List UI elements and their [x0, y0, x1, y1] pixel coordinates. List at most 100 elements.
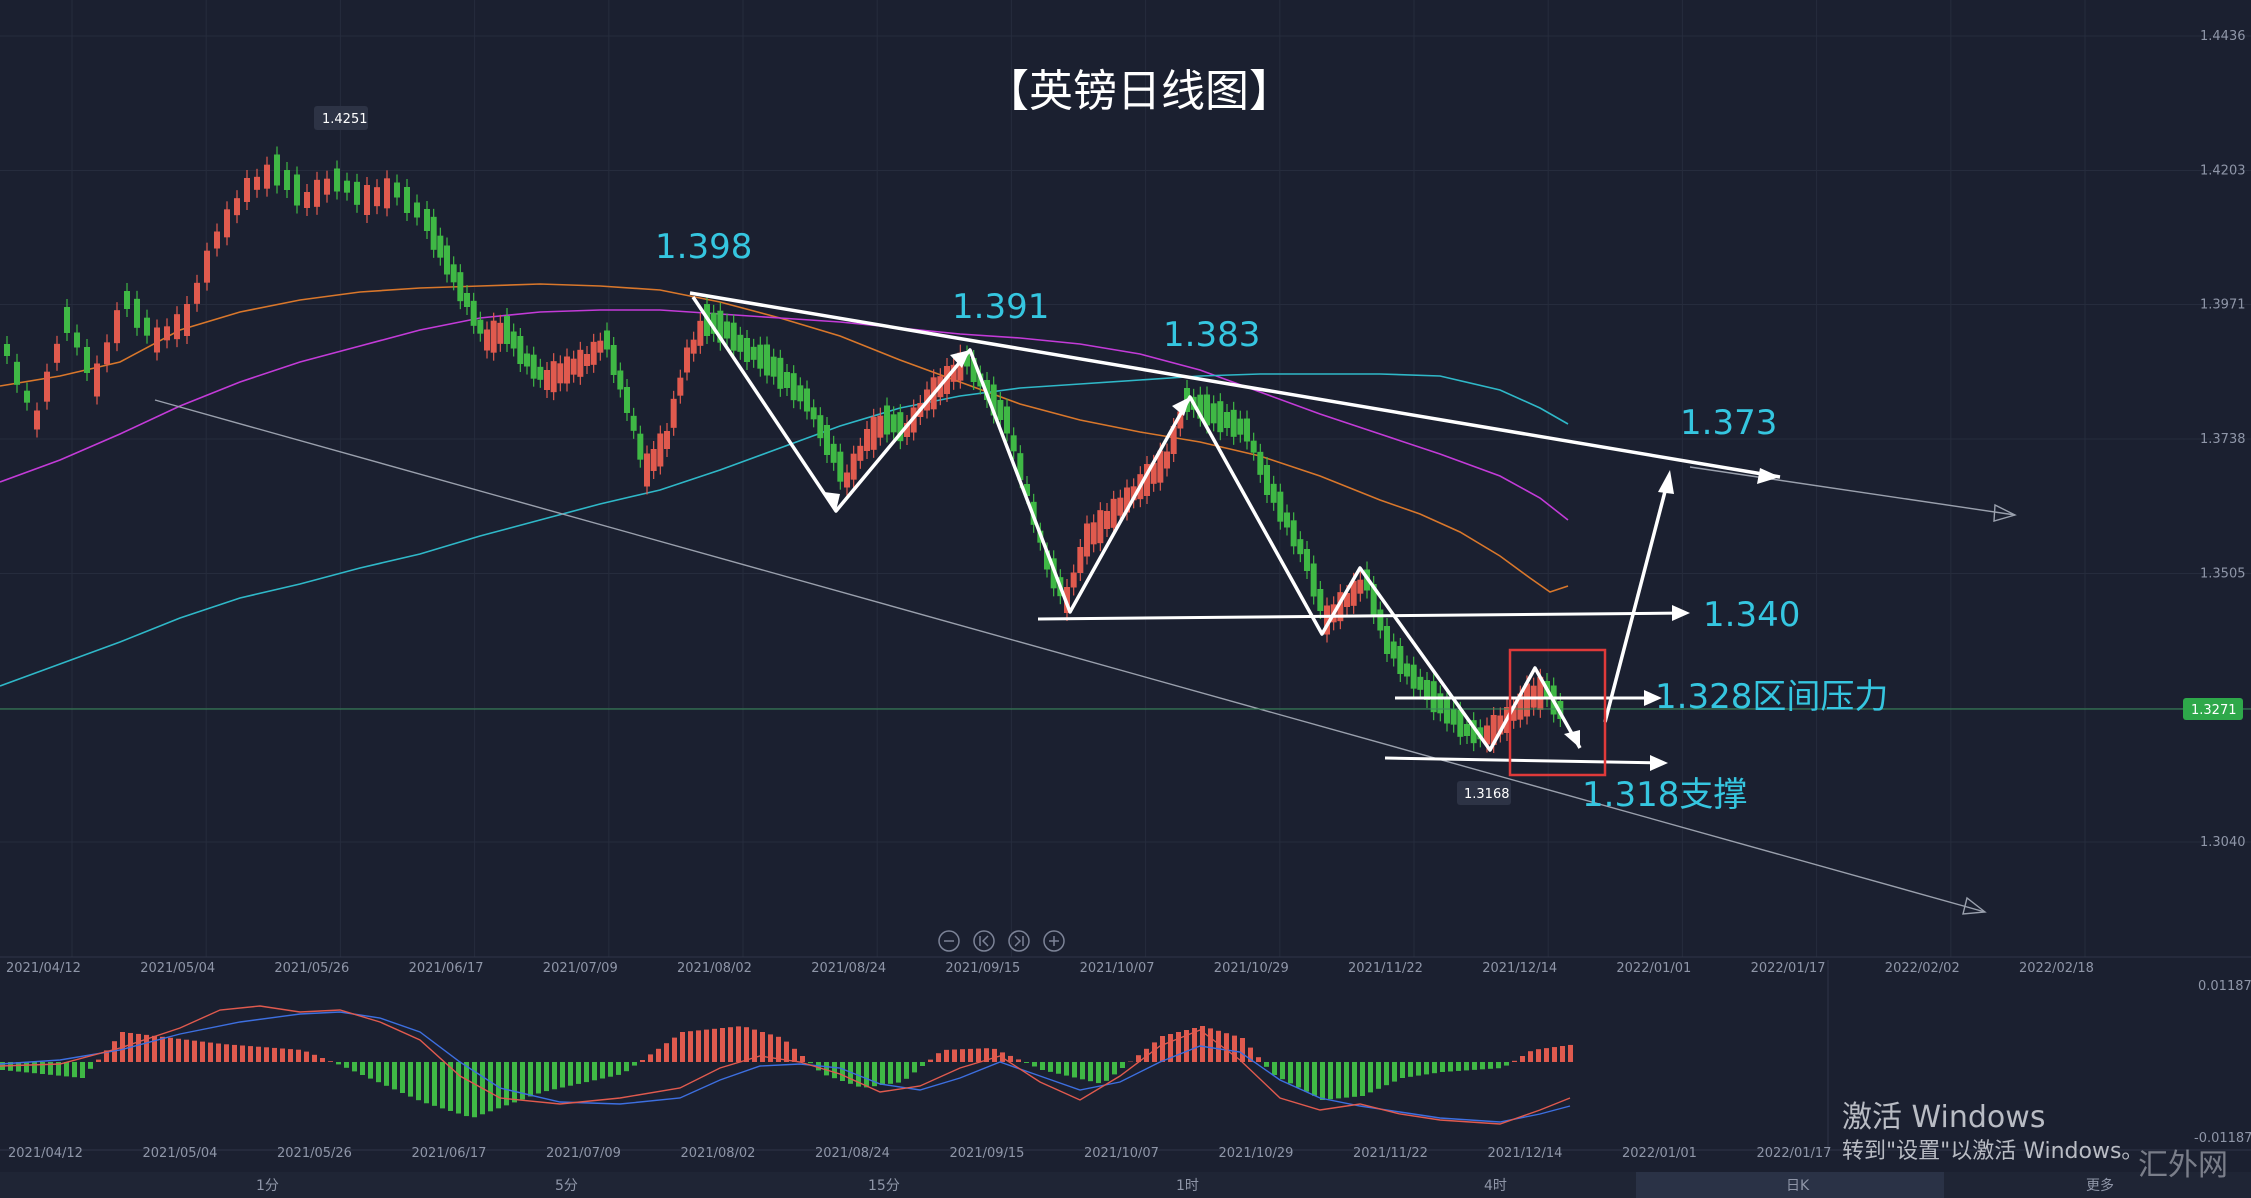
tab-6[interactable]: 更多 [2086, 1177, 2114, 1194]
macd-bar [1032, 1062, 1037, 1067]
macd-bar [8, 1062, 13, 1071]
candle [524, 345, 530, 375]
level-1318 [1384, 756, 1665, 765]
macd-bar [528, 1062, 533, 1097]
x-tick: 2021/11/22 [1348, 961, 1423, 976]
candle [684, 339, 690, 381]
candle [444, 237, 450, 283]
macd-bar [176, 1038, 181, 1062]
candle [804, 380, 810, 420]
ann-1391: 1.391 [952, 287, 1049, 327]
channel-line-lower [154, 399, 1986, 913]
macd-bar [464, 1062, 469, 1117]
macd-bar [1384, 1062, 1389, 1086]
candle [244, 170, 250, 210]
macd-bar [240, 1045, 245, 1062]
candle [1277, 483, 1284, 530]
candle [1224, 404, 1230, 436]
x-tick: 2021/09/15 [945, 961, 1020, 976]
candle [904, 415, 910, 445]
candle [134, 290, 140, 336]
macd-bar [496, 1062, 501, 1109]
candle [274, 146, 280, 194]
macd-x-tick: 2021/09/15 [950, 1146, 1025, 1161]
candle [777, 349, 784, 397]
candle [354, 173, 360, 213]
candle [264, 156, 270, 197]
macd-bar [216, 1043, 221, 1062]
macd-bar [1520, 1056, 1525, 1062]
candle [1104, 503, 1110, 537]
macd-bar [720, 1028, 725, 1062]
price-tick: 1.3505 [2200, 567, 2246, 582]
macd-bar [1136, 1055, 1141, 1062]
tab-3[interactable]: 1时 [1176, 1178, 1199, 1194]
candle [254, 168, 260, 198]
arrowhead-lower [1962, 896, 1987, 915]
macd-bar [600, 1062, 605, 1079]
activate-windows-sub: 转到"设置"以激活 Windows。 [1842, 1139, 2143, 1164]
chart-title: 【英镑日线图】 [985, 66, 1293, 117]
macd-bar [992, 1048, 997, 1062]
macd-bar [184, 1039, 189, 1062]
macd-bar [248, 1046, 253, 1062]
macd-bar [608, 1062, 613, 1077]
candle [710, 304, 717, 342]
activate-windows-title: 激活 Windows [1842, 1100, 2045, 1135]
candle [1444, 688, 1450, 732]
tab-2[interactable]: 15分 [868, 1178, 900, 1194]
candle [1324, 597, 1330, 643]
macd-bar [1088, 1062, 1093, 1082]
macd-bar [520, 1062, 525, 1100]
x-tick: 2022/01/01 [1616, 961, 1691, 976]
candle [204, 242, 210, 291]
candle [364, 177, 370, 223]
macd-bar [1552, 1047, 1557, 1062]
macd-bar [688, 1031, 693, 1062]
candle [1357, 571, 1364, 602]
macd-bar [1504, 1062, 1509, 1066]
candle [550, 353, 557, 401]
tab-5[interactable]: 日K [1786, 1178, 1810, 1194]
candle [1497, 707, 1504, 743]
macd-bar [616, 1062, 621, 1075]
macd-bar [1072, 1062, 1077, 1078]
candle [657, 425, 664, 475]
macd-bar [1064, 1062, 1069, 1076]
candle [650, 441, 657, 479]
macd-bar [568, 1062, 573, 1086]
macd-bar [440, 1062, 445, 1109]
candle [764, 336, 770, 384]
macd-bar [1200, 1026, 1205, 1062]
macd-bar [192, 1040, 197, 1062]
candle [737, 326, 744, 360]
macd-bar [1120, 1062, 1125, 1068]
candle [557, 355, 564, 392]
macd-bar [376, 1062, 381, 1083]
macd-bar [1048, 1062, 1053, 1072]
macd-bar [312, 1054, 317, 1062]
candle [14, 353, 20, 393]
macd-bar [640, 1060, 645, 1062]
macd-bar [1160, 1036, 1165, 1062]
macd-bar [808, 1062, 813, 1064]
macd-bar [344, 1062, 349, 1068]
macd-bar [1512, 1060, 1517, 1062]
current-price-label: 1.3271 [2191, 703, 2237, 718]
candle [964, 345, 970, 375]
price-tick: 1.3971 [2200, 297, 2246, 312]
candle [1010, 427, 1017, 460]
zoom-controls[interactable] [938, 930, 1065, 952]
channel-line-upper-ext [1689, 466, 2016, 516]
candle [224, 201, 230, 246]
tab-4[interactable]: 4时 [1484, 1178, 1507, 1194]
candle [114, 302, 120, 352]
macd-bar [792, 1048, 797, 1062]
candle [394, 174, 400, 206]
macd-bar [400, 1062, 405, 1093]
tab-1[interactable]: 5分 [555, 1178, 578, 1194]
macd-bar [1440, 1062, 1445, 1072]
macd-bar [224, 1044, 229, 1062]
grid [0, 0, 2251, 957]
tab-0[interactable]: 1分 [256, 1178, 279, 1194]
